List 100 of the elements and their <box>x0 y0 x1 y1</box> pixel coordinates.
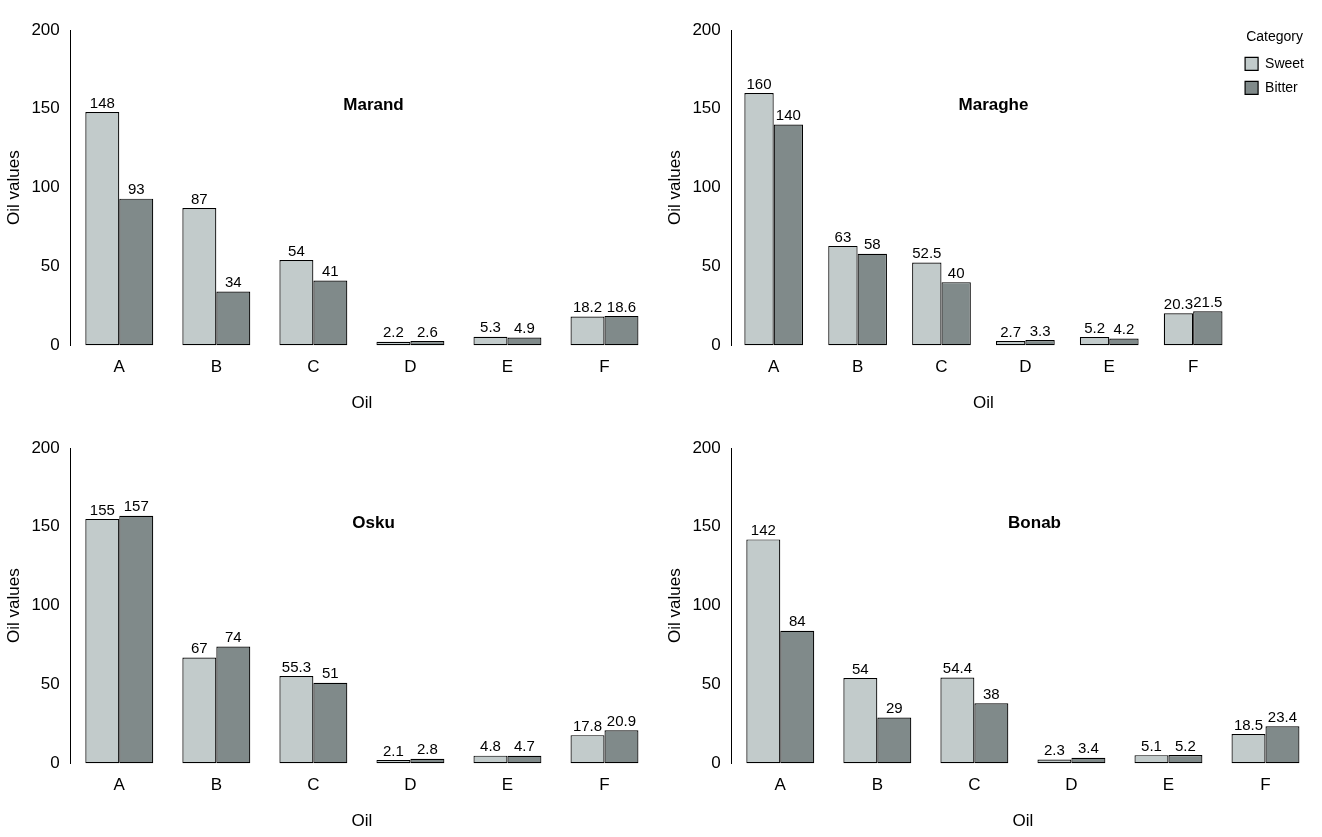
x-tick-label: D <box>1065 775 1078 795</box>
data-label: 63 <box>834 227 852 245</box>
data-label: 17.8 <box>572 716 603 734</box>
x-tick-label: F <box>599 357 610 377</box>
y-tick-label: 0 <box>50 752 60 772</box>
y-tick-label: 200 <box>31 19 60 39</box>
x-tick-label: B <box>851 357 864 377</box>
data-label: 20.3 <box>1163 294 1194 312</box>
y-tick-label: 0 <box>50 334 60 354</box>
x-tick-label: F <box>1260 775 1271 795</box>
x-axis-title: Oil <box>973 393 994 413</box>
data-label: 38 <box>983 684 1000 702</box>
x-axis-title: Oil <box>351 811 373 831</box>
x-tick-label: C <box>307 775 320 795</box>
x-tick-label: A <box>113 357 126 377</box>
x-tick-label: D <box>404 357 417 377</box>
text: Bonab <box>1008 513 1061 533</box>
data-label: 3.3 <box>1029 321 1051 339</box>
y-tick-label: 200 <box>692 437 721 457</box>
data-label: 142 <box>750 521 776 539</box>
data-label: 18.6 <box>606 297 637 315</box>
data-label: 21.5 <box>1193 292 1223 310</box>
x-tick-label: D <box>1019 357 1032 377</box>
data-label: 55.3 <box>281 657 311 675</box>
x-tick-label: F <box>599 775 610 795</box>
data-label: 148 <box>89 93 115 111</box>
data-label: 51 <box>322 664 339 682</box>
data-label: 74 <box>224 628 242 646</box>
x-tick-label: A <box>768 357 781 377</box>
data-label: 23.4 <box>1267 707 1298 725</box>
x-axis-title: Oil <box>1012 811 1034 831</box>
data-label: 5.2 <box>1174 736 1196 754</box>
data-label: 5.3 <box>480 318 501 336</box>
data-label: 18.5 <box>1233 715 1264 733</box>
data-label: 2.2 <box>382 323 404 341</box>
data-label: 140 <box>775 106 801 124</box>
y-tick-label: 0 <box>711 334 721 354</box>
data-label: 84 <box>788 612 806 630</box>
data-label: 2.3 <box>1043 741 1065 759</box>
y-tick-label: 200 <box>692 19 721 39</box>
y-tick-label: 150 <box>692 98 721 118</box>
y-tick-label: 50 <box>701 256 721 276</box>
y-tick-label: 150 <box>692 516 721 536</box>
x-tick-label: A <box>113 775 126 795</box>
x-tick-label: C <box>968 775 981 795</box>
y-axis-title: Oil values <box>664 150 684 225</box>
data-label: 5.2 <box>1084 318 1106 336</box>
data-label: 18.2 <box>572 298 603 316</box>
x-tick-label: E <box>1162 775 1175 795</box>
y-tick-label: 50 <box>40 256 60 276</box>
y-axis-title: Oil values <box>664 568 684 643</box>
data-label: 41 <box>322 262 339 280</box>
data-label: 4.2 <box>1113 320 1135 338</box>
text: Maraghe <box>958 95 1029 115</box>
y-tick-label: 50 <box>40 674 60 694</box>
x-tick-label: B <box>210 775 222 795</box>
y-axis-title: Oil values <box>3 150 23 225</box>
data-label: 20.9 <box>606 711 637 729</box>
data-label: 54.4 <box>942 659 972 677</box>
x-tick-label: E <box>501 357 514 377</box>
data-label: 52.5 <box>912 244 942 262</box>
legend-label: Sweet <box>1265 54 1305 71</box>
legend-title: Category <box>1246 27 1303 44</box>
data-label: 87 <box>191 189 208 207</box>
data-label: 67 <box>191 639 208 657</box>
data-label: 4.7 <box>513 737 535 755</box>
data-label: 5.1 <box>1141 736 1162 754</box>
y-tick-label: 150 <box>31 98 60 118</box>
x-tick-label: C <box>307 357 320 377</box>
data-label: 2.1 <box>382 741 404 759</box>
data-label: 93 <box>127 180 145 198</box>
y-tick-label: 100 <box>692 177 721 197</box>
data-label: 54 <box>288 241 305 259</box>
y-tick-label: 50 <box>701 674 721 694</box>
text: Marand <box>343 95 404 115</box>
x-tick-label: E <box>1103 357 1115 377</box>
data-label: 29 <box>885 699 903 717</box>
data-label: 58 <box>863 235 881 253</box>
y-tick-label: 100 <box>692 595 721 615</box>
x-tick-label: C <box>935 357 948 377</box>
data-label: 2.8 <box>416 740 438 758</box>
data-label: 2.6 <box>416 322 438 340</box>
y-tick-label: 100 <box>31 177 60 197</box>
y-tick-label: 200 <box>31 437 60 457</box>
data-label: 3.4 <box>1077 739 1099 757</box>
x-tick-label: F <box>1187 357 1199 377</box>
data-label: 160 <box>746 74 772 92</box>
data-label: 2.7 <box>1000 322 1022 340</box>
y-tick-label: 100 <box>31 595 60 615</box>
text: Osku <box>352 513 395 533</box>
x-tick-label: B <box>871 775 883 795</box>
data-label: 155 <box>89 500 115 518</box>
x-tick-label: D <box>404 775 417 795</box>
x-tick-label: B <box>210 357 222 377</box>
y-axis-title: Oil values <box>3 568 23 643</box>
y-tick-label: 0 <box>711 752 721 772</box>
x-tick-label: E <box>501 775 514 795</box>
data-label: 4.9 <box>513 319 535 337</box>
data-label: 40 <box>947 263 965 281</box>
data-label: 157 <box>123 497 149 515</box>
